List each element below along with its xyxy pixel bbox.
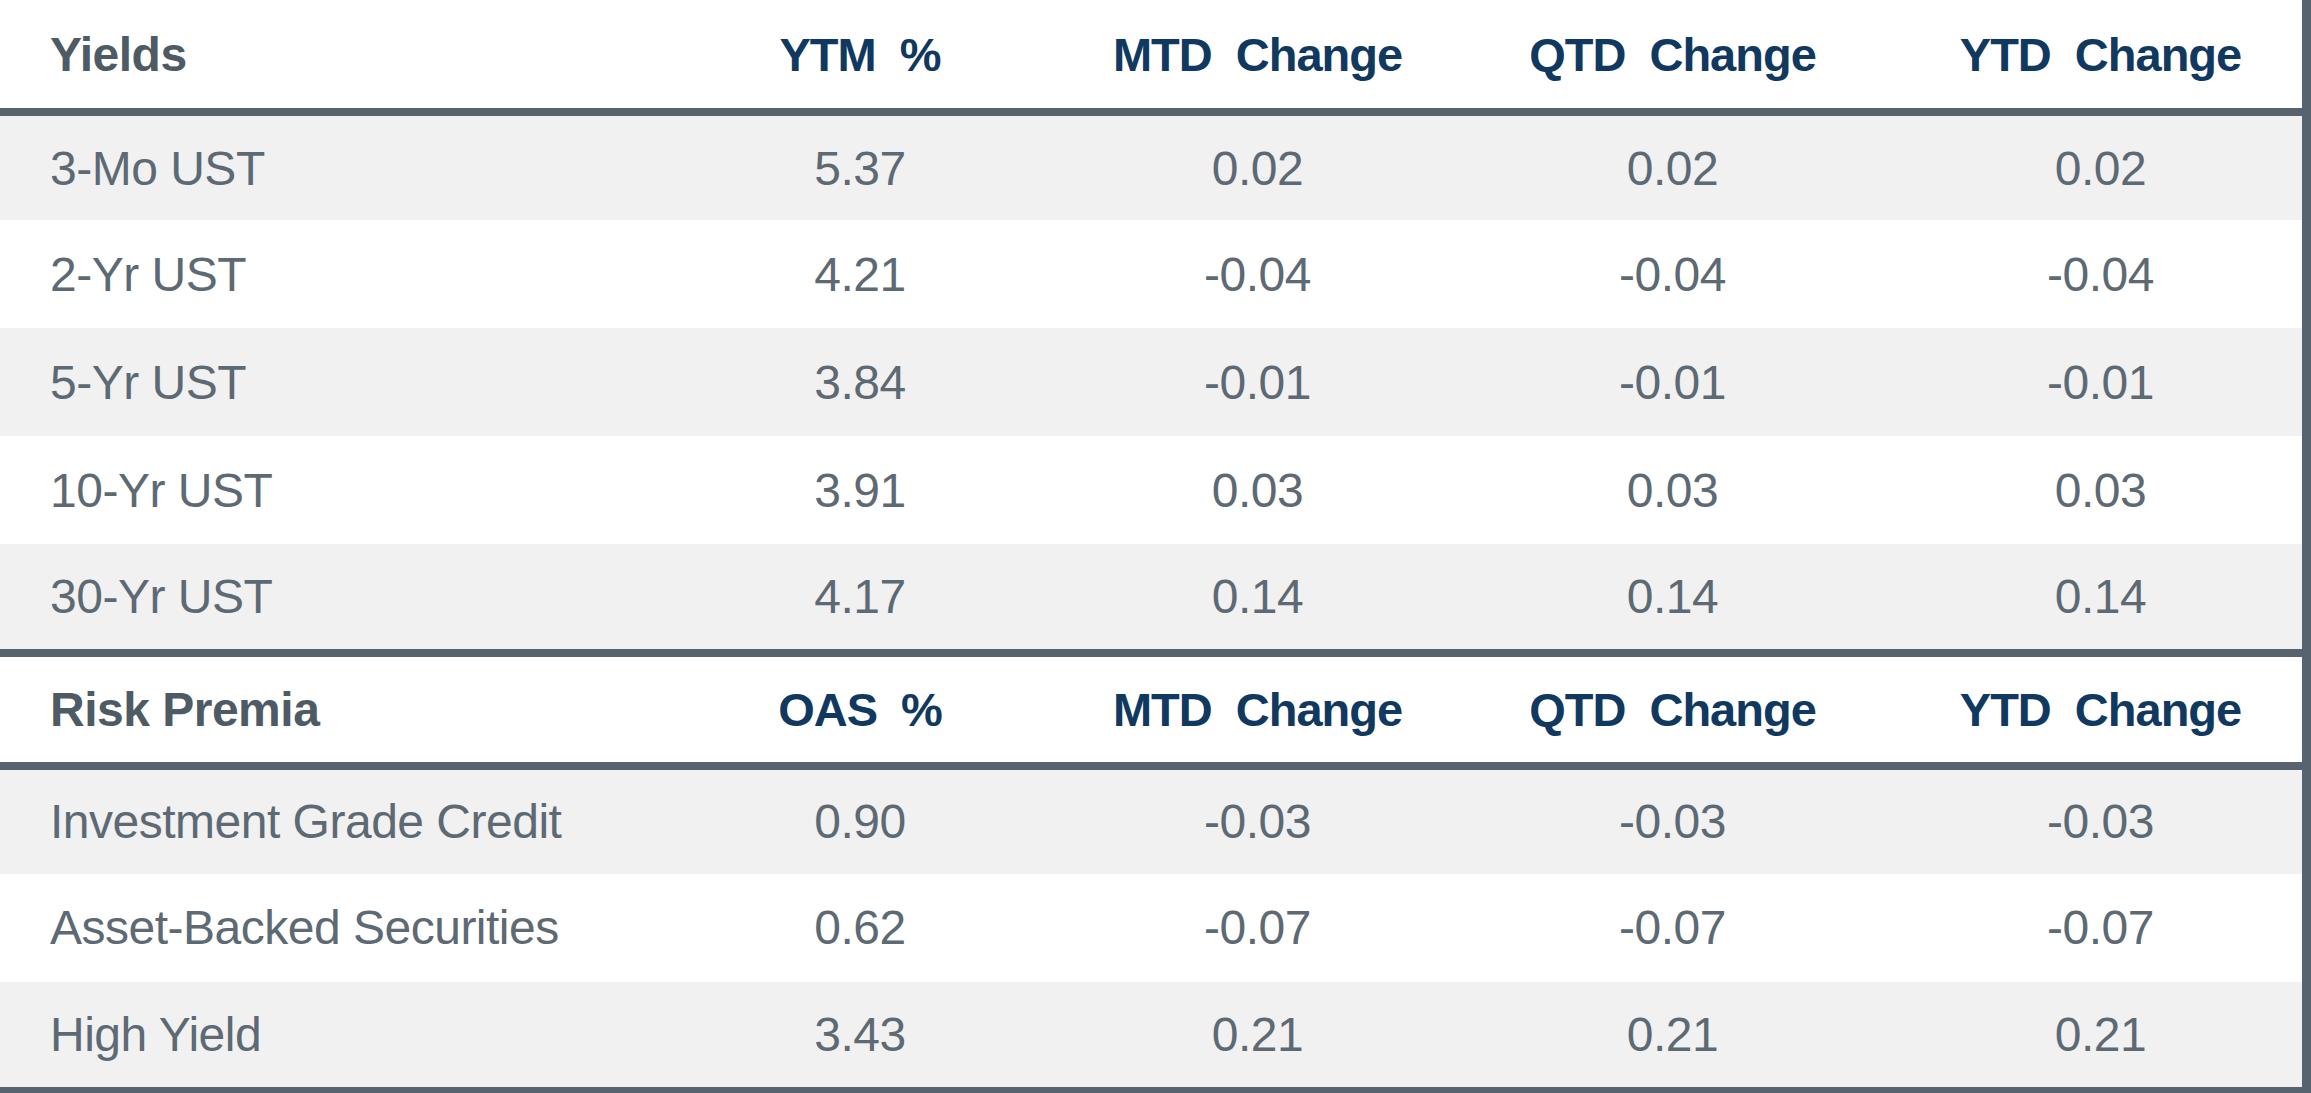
header-row-yields: Yields YTM % MTD Change QTD Change YTD C… [0, 0, 2311, 112]
performance-table: Yields YTM % MTD Change QTD Change YTD C… [0, 0, 2311, 1093]
rates-risk-premia-table: Yields YTM % MTD Change QTD Change YTD C… [0, 0, 2311, 1093]
yields-section-header: Yields YTM % MTD Change QTD Change YTD C… [0, 0, 2311, 112]
cell-qtd-change: 0.21 [1455, 982, 1890, 1090]
table-row-5yr-ust: 5-Yr UST 3.84 -0.01 -0.01 -0.01 [0, 328, 2311, 436]
row-label: High Yield [0, 982, 660, 1090]
col-header-qtd-change: QTD Change [1455, 0, 1890, 112]
table-row-10yr-ust: 10-Yr UST 3.91 0.03 0.03 0.03 [0, 436, 2311, 544]
col-header-mtd-change: MTD Change [1060, 653, 1455, 766]
cell-qtd-change: -0.07 [1455, 874, 1890, 982]
row-label: 2-Yr UST [0, 220, 660, 328]
risk-premia-section-body: Investment Grade Credit 0.90 -0.03 -0.03… [0, 766, 2311, 1090]
cell-ytd-change: -0.07 [1890, 874, 2311, 982]
cell-oas: 0.90 [660, 766, 1060, 874]
row-label: 3-Mo UST [0, 112, 660, 220]
cell-mtd-change: 0.03 [1060, 436, 1455, 544]
col-header-ytm: YTM % [660, 0, 1060, 112]
cell-ytm: 3.84 [660, 328, 1060, 436]
section-title-yields: Yields [0, 0, 660, 112]
row-label: Investment Grade Credit [0, 766, 660, 874]
cell-ytm: 4.21 [660, 220, 1060, 328]
row-label: 10-Yr UST [0, 436, 660, 544]
cell-ytm: 3.91 [660, 436, 1060, 544]
cell-qtd-change: -0.04 [1455, 220, 1890, 328]
risk-premia-section-header: Risk Premia OAS % MTD Change QTD Change … [0, 653, 2311, 766]
col-header-ytd-change: YTD Change [1890, 0, 2311, 112]
cell-ytd-change: 0.02 [1890, 112, 2311, 220]
cell-ytm: 4.17 [660, 544, 1060, 652]
table-row-2yr-ust: 2-Yr UST 4.21 -0.04 -0.04 -0.04 [0, 220, 2311, 328]
cell-mtd-change: -0.04 [1060, 220, 1455, 328]
cell-qtd-change: -0.01 [1455, 328, 1890, 436]
cell-qtd-change: 0.14 [1455, 544, 1890, 652]
cell-oas: 0.62 [660, 874, 1060, 982]
row-label: Asset-Backed Securities [0, 874, 660, 982]
cell-ytd-change: 0.14 [1890, 544, 2311, 652]
cell-qtd-change: 0.02 [1455, 112, 1890, 220]
cell-mtd-change: -0.01 [1060, 328, 1455, 436]
header-row-risk-premia: Risk Premia OAS % MTD Change QTD Change … [0, 653, 2311, 766]
cell-ytm: 5.37 [660, 112, 1060, 220]
cell-qtd-change: 0.03 [1455, 436, 1890, 544]
yields-section-body: 3-Mo UST 5.37 0.02 0.02 0.02 2-Yr UST 4.… [0, 112, 2311, 653]
col-header-mtd-change: MTD Change [1060, 0, 1455, 112]
col-header-oas: OAS % [660, 653, 1060, 766]
table-row-high-yield: High Yield 3.43 0.21 0.21 0.21 [0, 982, 2311, 1090]
col-header-qtd-change: QTD Change [1455, 653, 1890, 766]
table-row-3mo-ust: 3-Mo UST 5.37 0.02 0.02 0.02 [0, 112, 2311, 220]
cell-ytd-change: -0.01 [1890, 328, 2311, 436]
table-row-asset-backed-securities: Asset-Backed Securities 0.62 -0.07 -0.07… [0, 874, 2311, 982]
cell-oas: 3.43 [660, 982, 1060, 1090]
row-label: 5-Yr UST [0, 328, 660, 436]
cell-qtd-change: -0.03 [1455, 766, 1890, 874]
section-title-risk-premia: Risk Premia [0, 653, 660, 766]
cell-ytd-change: -0.04 [1890, 220, 2311, 328]
table-row-30yr-ust: 30-Yr UST 4.17 0.14 0.14 0.14 [0, 544, 2311, 652]
cell-mtd-change: 0.21 [1060, 982, 1455, 1090]
cell-mtd-change: 0.14 [1060, 544, 1455, 652]
cell-ytd-change: 0.21 [1890, 982, 2311, 1090]
table-row-investment-grade-credit: Investment Grade Credit 0.90 -0.03 -0.03… [0, 766, 2311, 874]
cell-mtd-change: -0.07 [1060, 874, 1455, 982]
row-label: 30-Yr UST [0, 544, 660, 652]
cell-mtd-change: -0.03 [1060, 766, 1455, 874]
cell-ytd-change: 0.03 [1890, 436, 2311, 544]
cell-mtd-change: 0.02 [1060, 112, 1455, 220]
cell-ytd-change: -0.03 [1890, 766, 2311, 874]
col-header-ytd-change: YTD Change [1890, 653, 2311, 766]
